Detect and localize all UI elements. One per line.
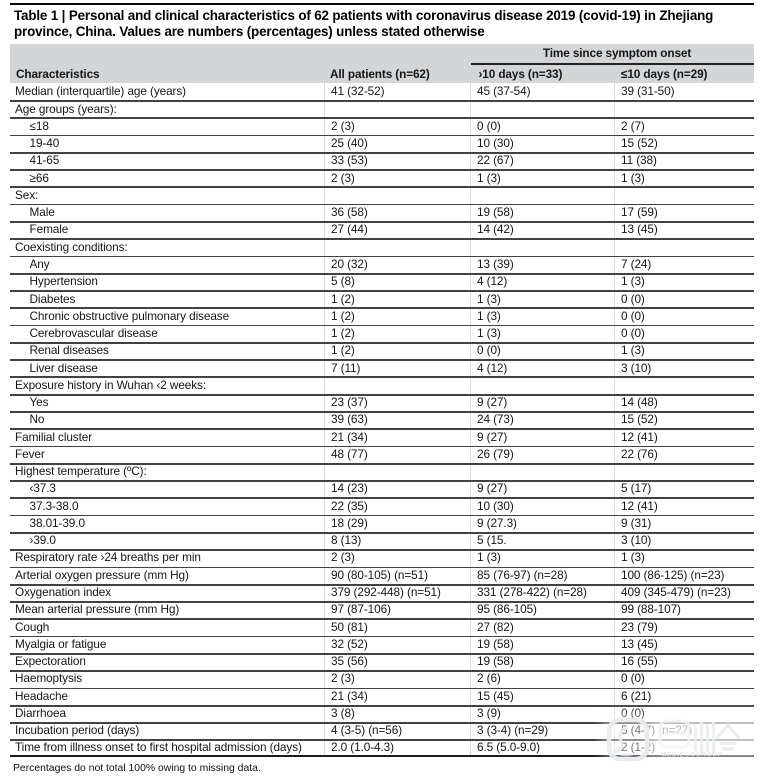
svg-text:MEDIECOGROUP: MEDIECOGROUP <box>661 752 723 759</box>
